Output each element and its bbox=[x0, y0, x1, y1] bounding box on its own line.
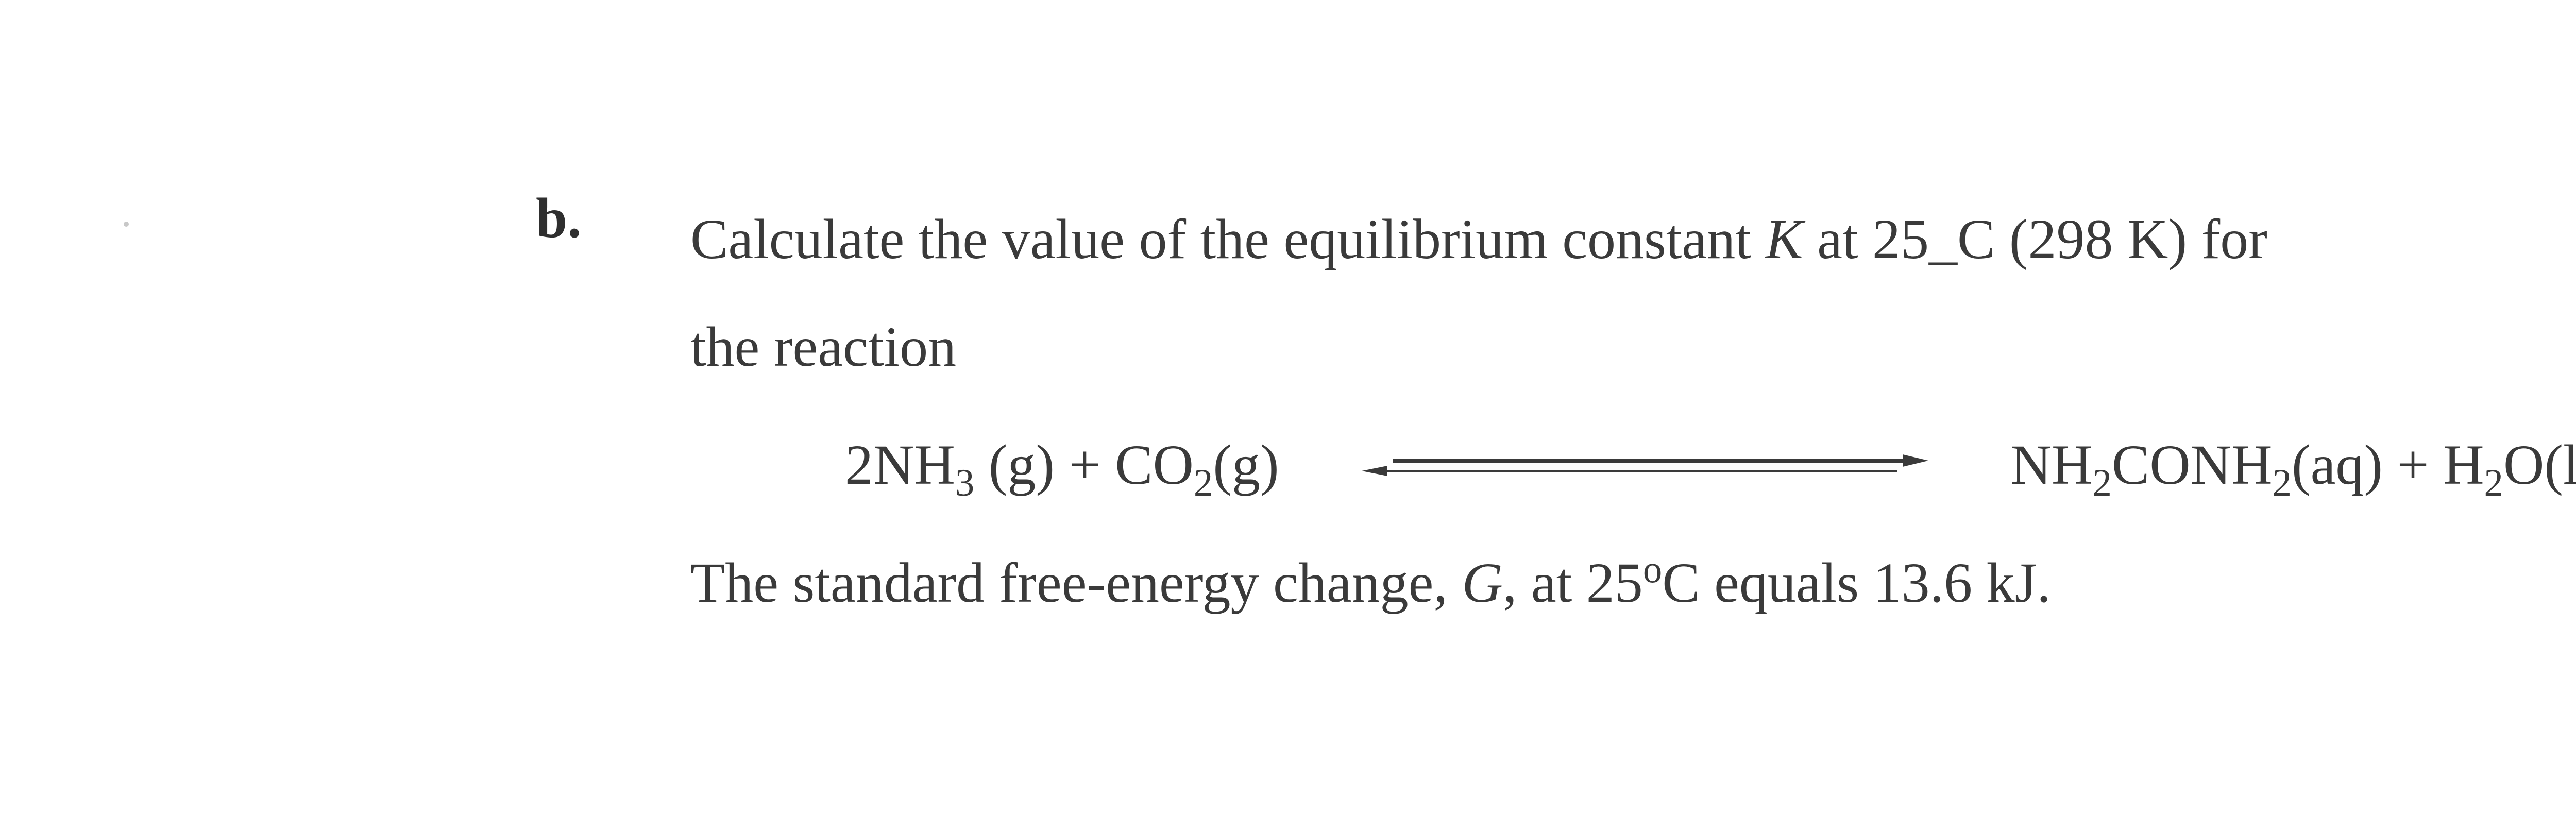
part-label: b. bbox=[536, 185, 582, 251]
line4-mid: , at 25 bbox=[1503, 551, 1643, 614]
line-4: The standard free-energy change, G, at 2… bbox=[690, 529, 2576, 637]
page: b. Calculate the value of the equilibriu… bbox=[0, 0, 2576, 830]
lhs-sub1: 3 bbox=[955, 462, 974, 504]
equation-lhs: 2NH3 (g) + CO2(g) bbox=[845, 411, 1279, 519]
lhs-state1: (g) + CO bbox=[974, 433, 1194, 496]
degree-symbol: o bbox=[1643, 548, 1662, 591]
rhs-part3: O(l) bbox=[2503, 433, 2576, 496]
rhs-sub1: 2 bbox=[2092, 462, 2111, 504]
line1-pre: Calculate the value of the equilibrium c… bbox=[690, 208, 1765, 270]
question-body: Calculate the value of the equilibrium c… bbox=[690, 185, 2576, 637]
equation-rhs: NH2CONH2(aq) + H2O(l) bbox=[2011, 411, 2576, 519]
rhs-state1: (aq) + H bbox=[2292, 433, 2484, 496]
line1-post: at 25_C (298 K) for bbox=[1803, 208, 2267, 270]
lhs-coef1: 2NH bbox=[845, 433, 955, 496]
lhs-state2: (g) bbox=[1213, 433, 1279, 496]
line4-post: C equals 13.6 kJ. bbox=[1662, 551, 2051, 614]
line-2: the reaction bbox=[690, 293, 2576, 401]
lhs-sub2: 2 bbox=[1194, 462, 1213, 504]
equation-line: 2NH3 (g) + CO2(g) NH2CONH2(aq) + H2O(l) bbox=[845, 411, 2576, 519]
rhs-sub2: 2 bbox=[2273, 462, 2292, 504]
equilibrium-arrow-icon bbox=[1362, 447, 1928, 483]
symbol-G: G bbox=[1462, 551, 1502, 614]
symbol-K: K bbox=[1765, 208, 1803, 270]
rhs-part2: CONH bbox=[2112, 433, 2273, 496]
rhs-part1: NH bbox=[2011, 433, 2093, 496]
rhs-sub3: 2 bbox=[2484, 462, 2503, 504]
line-1: Calculate the value of the equilibrium c… bbox=[690, 185, 2576, 293]
equilibrium-arrow bbox=[1362, 447, 1928, 483]
scan-artifact-dot bbox=[124, 222, 129, 227]
line4-pre: The standard free-energy change, bbox=[690, 551, 1462, 614]
